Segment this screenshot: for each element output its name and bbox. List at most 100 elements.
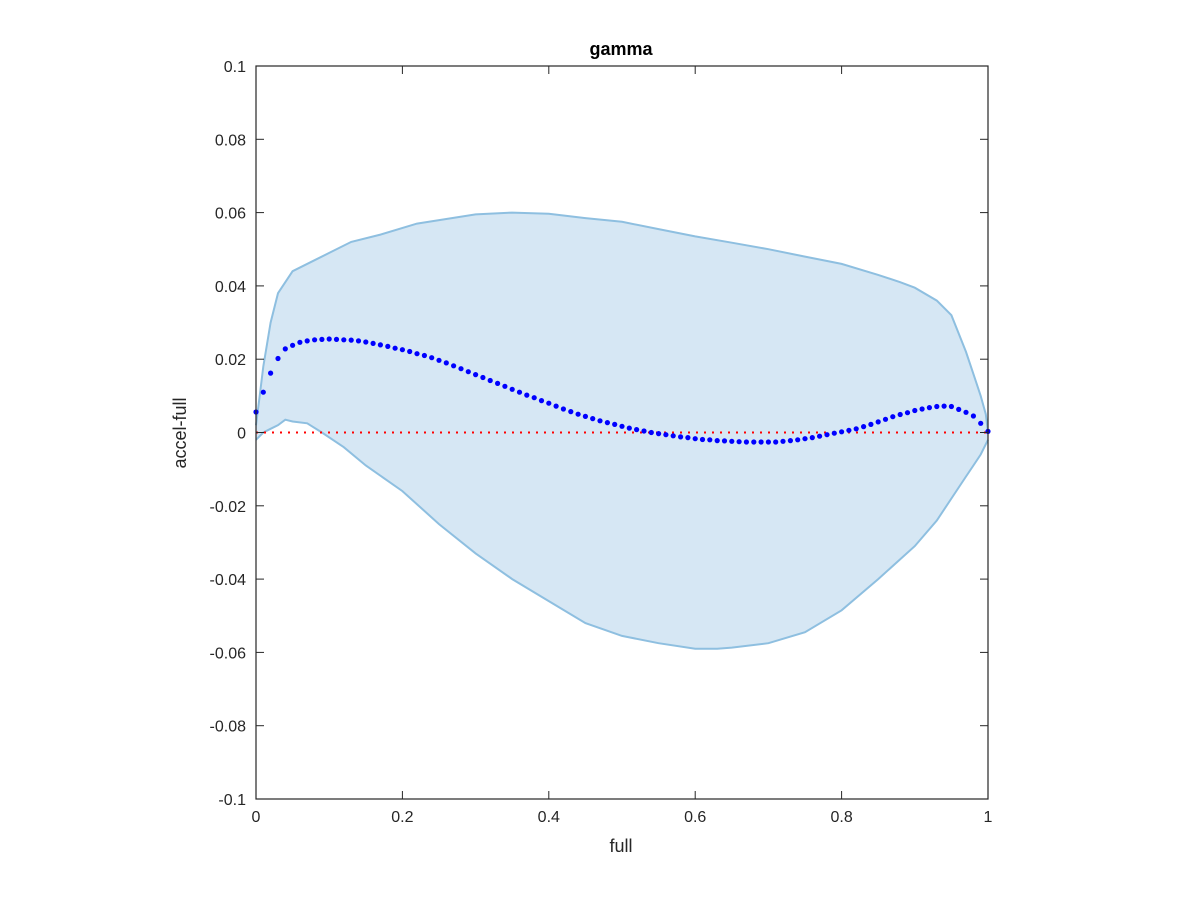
data-point bbox=[363, 339, 369, 345]
data-point bbox=[436, 357, 442, 363]
data-point bbox=[970, 413, 977, 419]
data-point bbox=[692, 436, 698, 442]
data-point bbox=[429, 355, 435, 361]
y-tick-label: 0.08 bbox=[215, 132, 246, 149]
data-point bbox=[751, 439, 757, 445]
data-point bbox=[443, 360, 449, 366]
plot-area bbox=[253, 66, 991, 799]
data-point bbox=[546, 400, 552, 406]
data-point bbox=[282, 346, 288, 352]
data-point bbox=[897, 411, 903, 418]
data-point bbox=[824, 432, 830, 438]
data-point bbox=[290, 342, 296, 348]
data-point bbox=[560, 406, 567, 412]
data-point bbox=[399, 347, 405, 353]
data-point bbox=[385, 343, 391, 349]
data-point bbox=[333, 336, 340, 342]
y-tick-label: -0.02 bbox=[210, 499, 247, 516]
data-point bbox=[912, 407, 918, 414]
data-point bbox=[795, 437, 801, 443]
data-point bbox=[978, 420, 984, 426]
data-point bbox=[260, 389, 266, 395]
data-point bbox=[619, 423, 625, 429]
x-tick-label: 0.8 bbox=[830, 809, 852, 826]
data-point bbox=[707, 437, 713, 443]
y-tick-label: 0.1 bbox=[224, 59, 246, 76]
data-point bbox=[312, 337, 318, 343]
x-tick-label: 0.6 bbox=[684, 809, 706, 826]
data-point bbox=[473, 372, 479, 378]
x-tick-label: 1 bbox=[984, 809, 993, 826]
data-point bbox=[516, 389, 523, 395]
data-point bbox=[304, 338, 310, 344]
data-point bbox=[355, 338, 362, 344]
data-point bbox=[626, 425, 632, 431]
data-point bbox=[729, 438, 735, 444]
data-point bbox=[904, 410, 911, 416]
data-point bbox=[663, 432, 669, 438]
data-point bbox=[890, 414, 896, 420]
x-axis-label: full bbox=[609, 836, 632, 856]
data-point bbox=[861, 424, 867, 430]
data-point bbox=[765, 439, 772, 445]
data-point bbox=[846, 427, 852, 433]
data-point bbox=[831, 430, 837, 436]
data-point bbox=[451, 363, 457, 369]
data-point bbox=[531, 395, 537, 401]
data-point bbox=[538, 398, 545, 404]
data-point bbox=[941, 403, 947, 409]
data-point bbox=[926, 405, 933, 411]
data-point bbox=[853, 426, 859, 432]
data-point bbox=[919, 406, 925, 412]
data-point bbox=[326, 336, 332, 342]
x-tick-label: 0 bbox=[252, 809, 261, 826]
confidence-band bbox=[256, 212, 988, 649]
data-point bbox=[934, 403, 940, 410]
data-point bbox=[348, 337, 354, 343]
data-point bbox=[487, 377, 493, 384]
data-point bbox=[582, 413, 589, 419]
data-point bbox=[458, 366, 464, 372]
data-point bbox=[568, 409, 574, 415]
data-point bbox=[956, 406, 962, 412]
y-tick-label: -0.1 bbox=[218, 792, 246, 809]
data-point bbox=[670, 433, 676, 439]
data-point bbox=[392, 345, 398, 351]
data-point bbox=[495, 380, 501, 386]
data-point bbox=[743, 439, 750, 445]
data-point bbox=[809, 435, 815, 441]
y-tick-label: -0.06 bbox=[210, 645, 247, 662]
data-point bbox=[656, 431, 662, 437]
y-tick-label: -0.04 bbox=[210, 572, 247, 589]
data-point bbox=[685, 435, 691, 441]
data-point bbox=[882, 416, 889, 422]
data-point bbox=[817, 433, 823, 439]
data-point bbox=[480, 374, 486, 381]
data-point bbox=[597, 418, 603, 424]
data-point bbox=[868, 421, 874, 427]
data-point bbox=[407, 348, 413, 355]
data-point bbox=[773, 439, 779, 445]
chart-title: gamma bbox=[589, 39, 653, 59]
data-point bbox=[377, 342, 383, 348]
data-point bbox=[758, 439, 764, 445]
data-point bbox=[370, 340, 376, 346]
data-point bbox=[963, 409, 969, 415]
y-tick-label: 0.06 bbox=[215, 206, 246, 223]
data-point bbox=[839, 429, 845, 435]
data-point bbox=[699, 436, 706, 443]
data-point bbox=[414, 351, 420, 357]
data-point bbox=[421, 352, 427, 359]
data-point bbox=[648, 429, 654, 436]
data-point bbox=[641, 428, 647, 434]
data-point bbox=[875, 419, 881, 425]
band-upper-edge bbox=[255, 211, 989, 433]
data-point bbox=[787, 438, 794, 444]
band-lower-edge bbox=[255, 418, 989, 650]
data-point bbox=[268, 370, 274, 376]
y-tick-label: 0 bbox=[237, 426, 246, 443]
y-axis-label: accel-full bbox=[170, 397, 190, 468]
y-tick-label: -0.08 bbox=[210, 719, 247, 736]
